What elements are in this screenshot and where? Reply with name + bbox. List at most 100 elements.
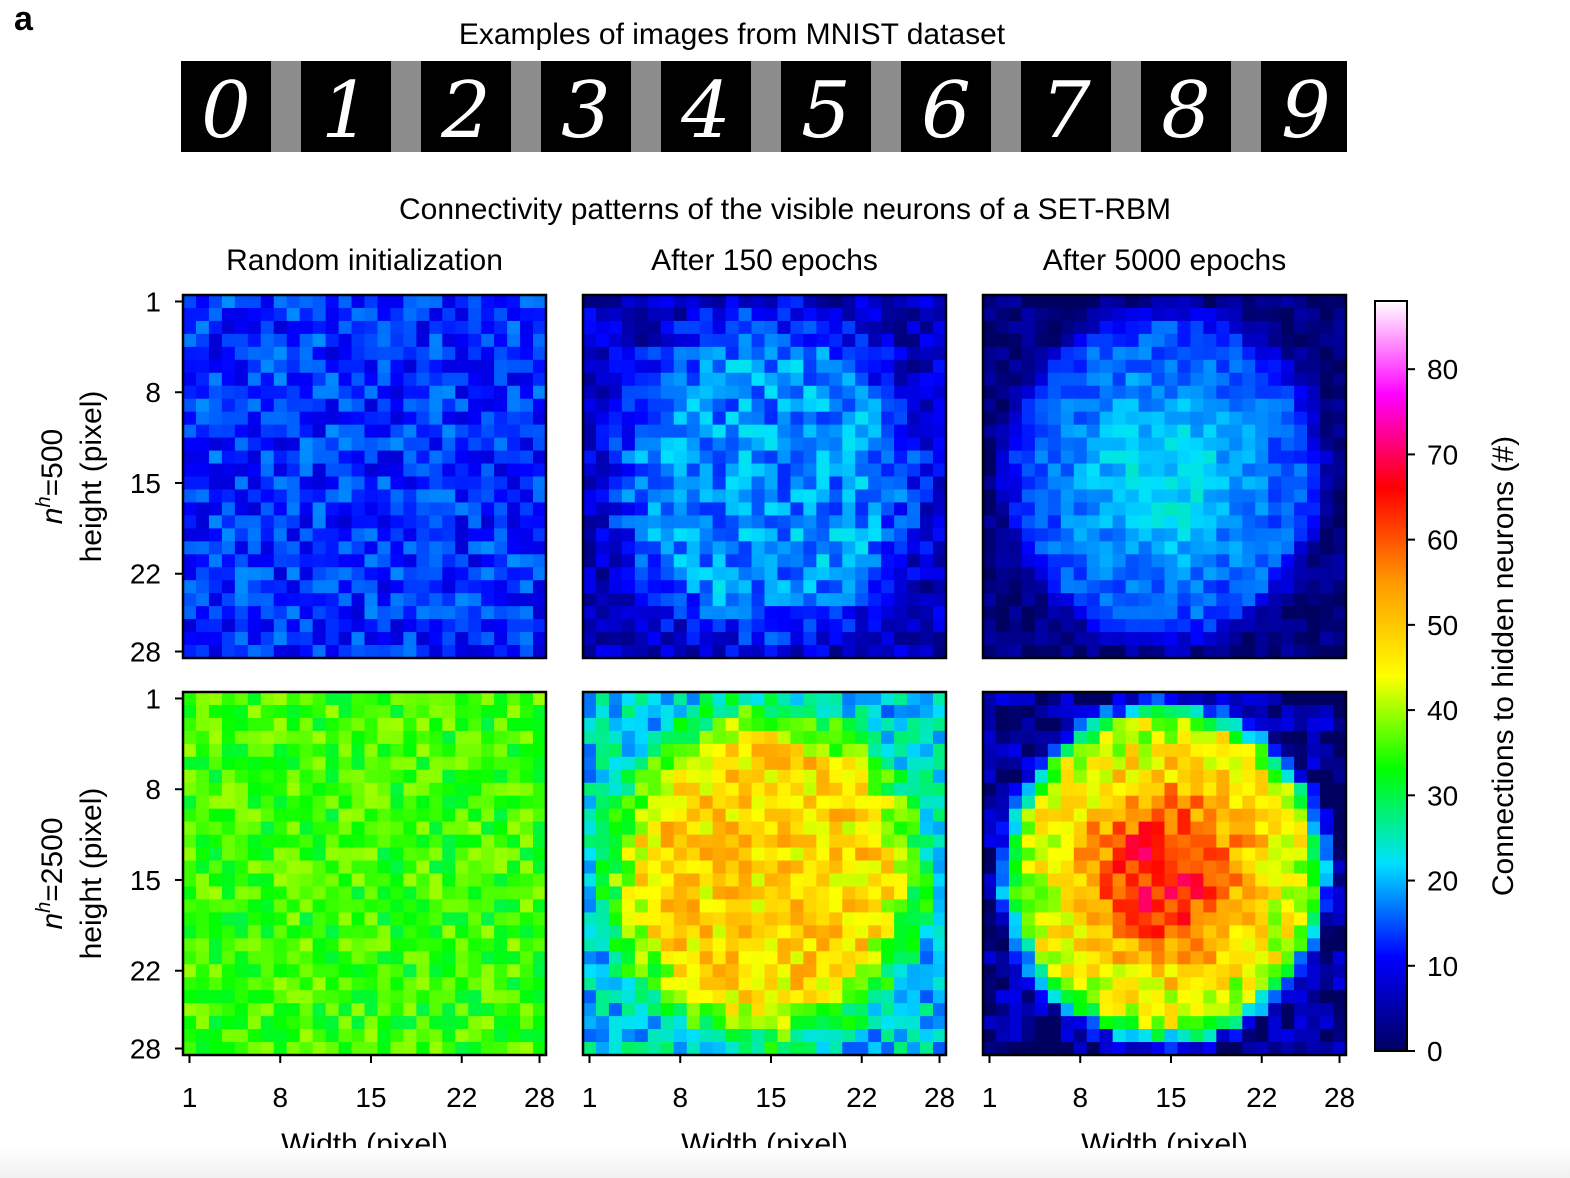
heatmap-cell	[364, 717, 378, 732]
heatmap-cell	[920, 295, 934, 309]
heatmap-cell	[995, 925, 1010, 939]
heatmap-cell	[894, 645, 908, 659]
heatmap-cell	[1255, 873, 1269, 887]
heatmap-cell	[1125, 645, 1139, 659]
heatmap-cell	[983, 990, 997, 1004]
heatmap-cell	[699, 860, 714, 874]
heatmap-cell	[533, 307, 547, 322]
heatmap-cell	[1333, 385, 1347, 400]
heatmap-cell	[195, 821, 210, 835]
heatmap-cell	[1112, 398, 1126, 413]
heatmap-cell	[416, 372, 430, 387]
heatmap-cell	[1281, 359, 1295, 374]
heatmap-cell	[881, 437, 895, 451]
heatmap-cell	[1307, 990, 1321, 1004]
row-label-sup: h	[33, 496, 55, 507]
heatmap-cell	[312, 320, 326, 335]
heatmap-cell	[995, 372, 1010, 387]
heatmap-cell	[520, 821, 534, 835]
heatmap-cell	[221, 450, 236, 464]
heatmap-cell	[533, 743, 547, 758]
heatmap-cell	[260, 964, 275, 978]
heatmap-cell	[377, 333, 391, 348]
heatmap-cell	[1099, 411, 1114, 426]
heatmap-cell	[1151, 821, 1165, 835]
heatmap-cell	[183, 938, 197, 952]
heatmap-cell	[1294, 808, 1308, 823]
heatmap-cell	[1047, 756, 1062, 771]
heatmap-cell	[842, 593, 856, 607]
heatmap-cell	[868, 912, 882, 926]
heatmap-cell	[1320, 899, 1334, 913]
heatmap-cell	[468, 795, 482, 810]
heatmap-cell	[634, 782, 649, 797]
heatmap-cell	[907, 769, 921, 784]
heatmap-cell	[1125, 834, 1139, 848]
heatmap-cell	[312, 912, 326, 926]
heatmap-cell	[1008, 873, 1023, 887]
heatmap-cell	[1177, 692, 1191, 706]
heatmap-cell	[247, 398, 262, 413]
heatmap-cell	[1320, 847, 1334, 861]
heatmap-cell	[995, 554, 1010, 568]
heatmap-cell	[829, 359, 843, 374]
heatmap-cell	[1060, 704, 1075, 719]
heatmap-cell	[260, 925, 275, 939]
heatmap-cell	[1320, 730, 1334, 745]
heatmap-cell	[816, 704, 830, 719]
heatmap-cell	[829, 860, 843, 874]
heatmap-cell	[1203, 593, 1217, 607]
heatmap-cell	[1268, 912, 1282, 926]
heatmap-cell	[583, 1003, 597, 1017]
heatmap-cell	[325, 873, 339, 887]
heatmap-cell	[894, 925, 908, 939]
heatmap-cell	[221, 743, 236, 758]
heatmap-cell	[533, 899, 547, 913]
heatmap-cell	[520, 567, 534, 581]
heatmap-cell	[881, 554, 895, 568]
heatmap-cell	[738, 437, 752, 451]
heatmap-cell	[725, 424, 739, 438]
heatmap-cell	[1047, 645, 1062, 659]
heatmap-cell	[195, 1003, 210, 1017]
heatmap-cell	[1021, 990, 1036, 1004]
heatmap-cell	[416, 476, 430, 490]
heatmap-cell	[183, 782, 197, 797]
heatmap-cell	[351, 359, 365, 374]
heatmap-cell	[1138, 951, 1152, 965]
heatmap-cell	[325, 567, 339, 581]
heatmap-cell	[1034, 756, 1049, 771]
heatmap-cell	[1151, 385, 1165, 400]
heatmap-cell	[1281, 619, 1295, 633]
heatmap-cell	[286, 925, 301, 939]
heatmap-cell	[1177, 795, 1191, 810]
heatmap-cell	[725, 437, 739, 451]
heatmap-cell	[712, 743, 726, 758]
heatmap-cell	[1021, 1016, 1036, 1030]
heatmap-cell	[247, 1029, 262, 1043]
heatmap-cell	[1060, 295, 1075, 309]
heatmap-cell	[1190, 359, 1204, 374]
heatmap-cell	[442, 346, 456, 361]
heatmap-cell	[1125, 821, 1139, 835]
heatmap-cell	[608, 398, 623, 413]
heatmap-cell	[247, 886, 262, 900]
heatmap-cell	[842, 632, 856, 646]
heatmap-cell	[429, 320, 443, 335]
heatmap-cell	[1268, 502, 1282, 516]
heatmap-cell	[1307, 692, 1321, 706]
heatmap-cell	[1086, 717, 1101, 732]
heatmap-cell	[377, 692, 391, 706]
heatmap-cell	[712, 886, 726, 900]
heatmap-cell	[790, 619, 804, 633]
heatmap-cell	[647, 860, 662, 874]
heatmap-cell	[855, 359, 869, 374]
heatmap-cell	[208, 489, 223, 503]
heatmap-cell	[995, 1016, 1010, 1030]
colorbar-tick-label: 80	[1427, 354, 1458, 385]
heatmap-cell	[221, 795, 236, 810]
heatmap-cell	[1138, 528, 1152, 542]
heatmap-cell	[1073, 1003, 1088, 1017]
heatmap-cell	[377, 424, 391, 438]
heatmap-cell	[1008, 359, 1023, 374]
